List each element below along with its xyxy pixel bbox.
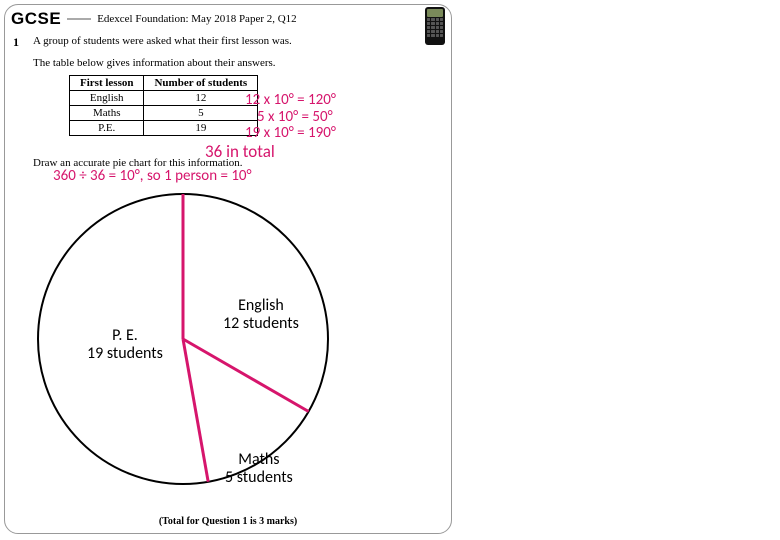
calculator-icon [425, 7, 445, 45]
table-row: English 12 [70, 91, 258, 106]
annotation-calc-row: 12 x 10° = 120° [245, 91, 336, 109]
table-cell-count: 5 [144, 106, 258, 121]
table-cell-subject: Maths [70, 106, 144, 121]
header-divider [67, 18, 91, 20]
gcse-badge: GCSE [11, 9, 61, 29]
question-number: 1 [13, 35, 19, 50]
pie-label-english: English12 students [223, 297, 299, 332]
paper-reference: Edexcel Foundation: May 2018 Paper 2, Q1… [97, 13, 297, 25]
table-cell-count: 12 [144, 91, 258, 106]
table-cell-subject: English [70, 91, 144, 106]
table-row: Maths 5 [70, 106, 258, 121]
marks-line: (Total for Question 1 is 3 marks) [5, 516, 451, 527]
pie-chart: English12 students Maths5 students P. E.… [33, 189, 333, 489]
pie-label-pe: P. E.19 students [87, 327, 163, 362]
table-intro: The table below gives information about … [33, 57, 276, 69]
table-header-subject: First lesson [70, 76, 144, 91]
data-table: First lesson Number of students English … [69, 75, 258, 136]
table-cell-count: 19 [144, 121, 258, 136]
annotation-per-person: 360 ÷ 36 = 10°, so 1 person = 10° [53, 167, 252, 185]
table-cell-subject: P.E. [70, 121, 144, 136]
pie-label-maths: Maths5 students [225, 451, 293, 486]
table-header-count: Number of students [144, 76, 258, 91]
worksheet-page: GCSE Edexcel Foundation: May 2018 Paper … [4, 4, 452, 534]
pie-chart-svg [33, 189, 333, 489]
question-prompt: A group of students were asked what thei… [33, 35, 292, 47]
table-row: P.E. 19 [70, 121, 258, 136]
page-header: GCSE Edexcel Foundation: May 2018 Paper … [5, 5, 451, 31]
annotation-calc-row: 19 x 10° = 190° [245, 124, 336, 142]
